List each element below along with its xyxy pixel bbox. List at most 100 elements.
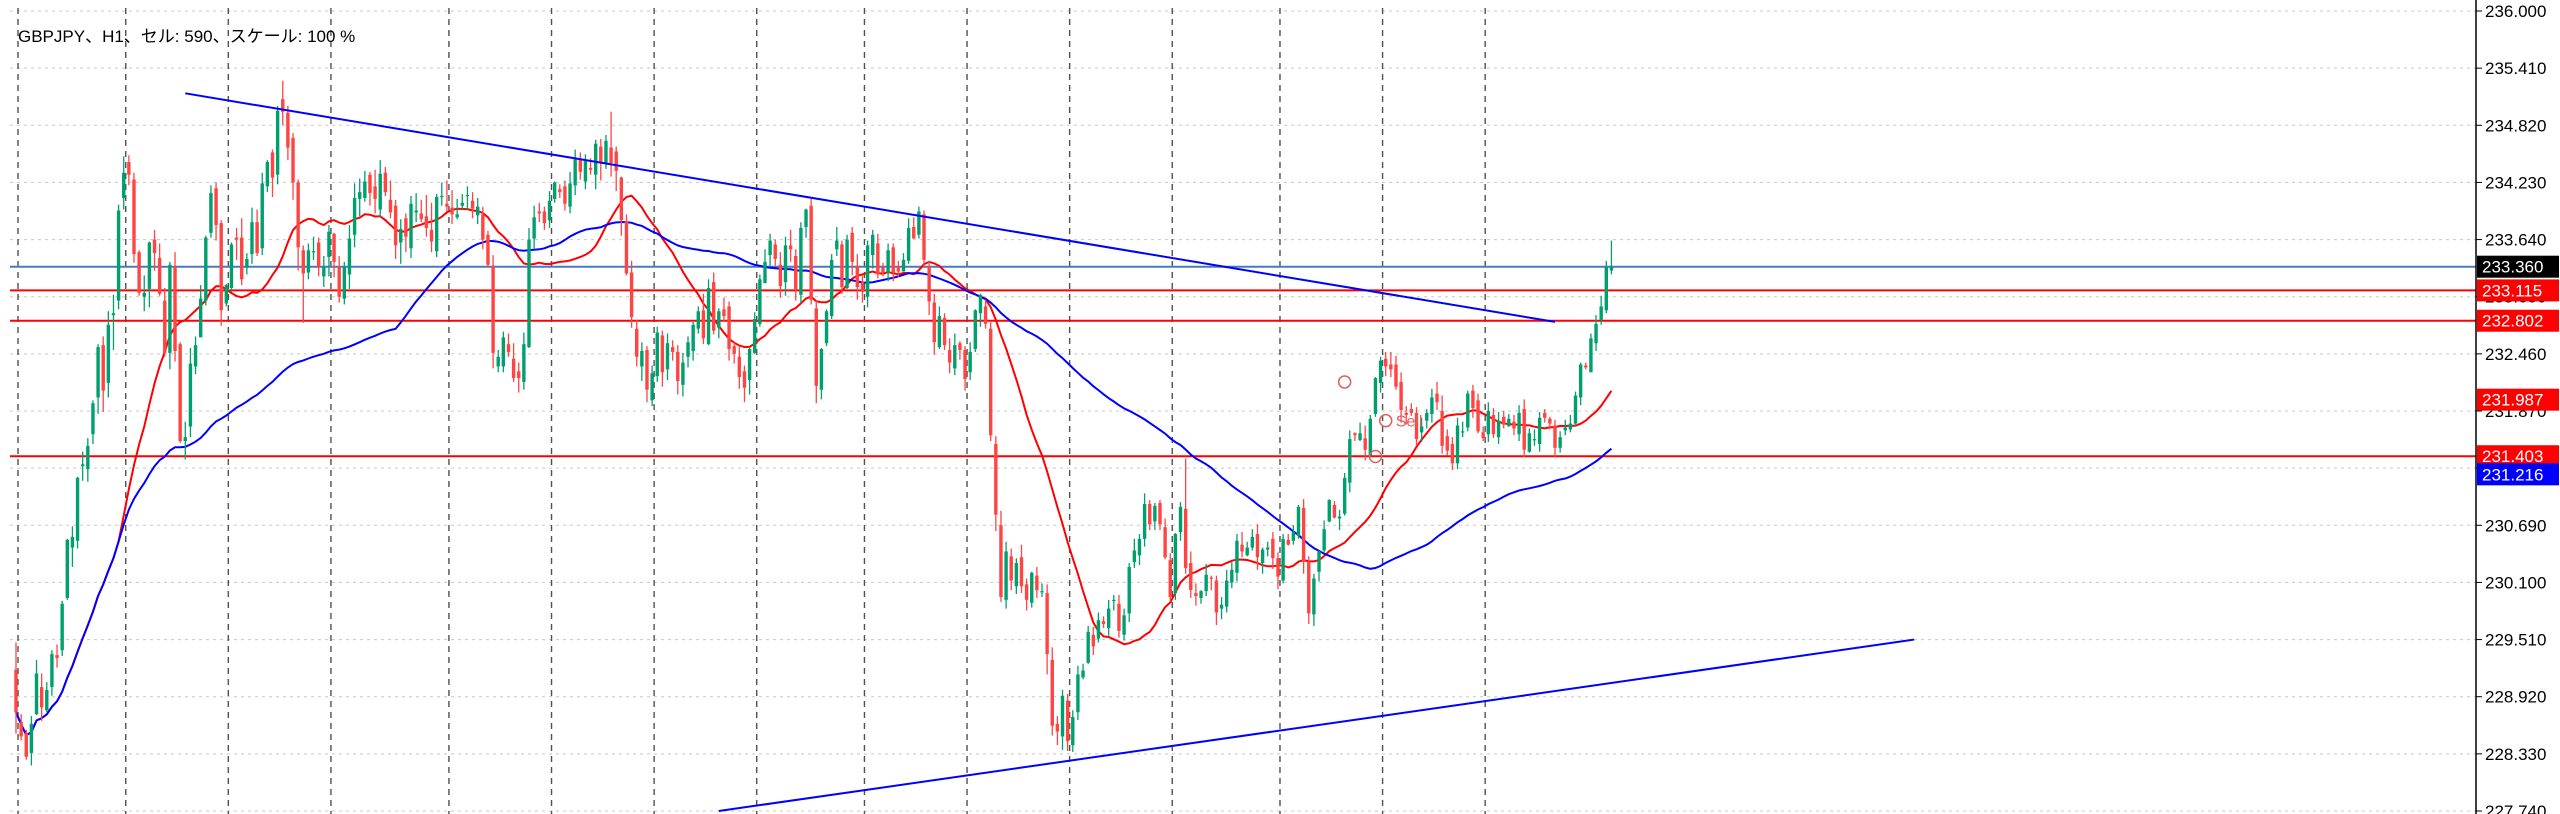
candle-body (1060, 695, 1065, 737)
candle (424, 195, 429, 237)
candle (999, 510, 1003, 602)
candle (1353, 432, 1357, 442)
candle (691, 321, 695, 361)
candle-body (942, 318, 947, 346)
candle (1368, 414, 1373, 458)
candle-body (291, 137, 295, 183)
candle-body (111, 313, 116, 316)
candle (1312, 573, 1316, 627)
price-axis-label: 228.330 (2485, 745, 2546, 764)
candle (1307, 556, 1311, 625)
candle-body (706, 287, 711, 345)
candle (537, 202, 541, 223)
candle-body (101, 345, 105, 391)
candle (219, 220, 223, 326)
candle (50, 650, 54, 696)
candle (989, 320, 993, 442)
candle-body (383, 172, 388, 193)
candle-body (865, 245, 870, 297)
candle (835, 226, 839, 257)
candle (240, 218, 244, 286)
candle-body (1389, 364, 1393, 370)
candle (34, 659, 39, 716)
candle (193, 336, 198, 375)
candle (399, 219, 403, 264)
candle-body (152, 239, 157, 254)
candle-body (1214, 580, 1219, 613)
candle (1460, 421, 1465, 438)
candle (281, 80, 285, 126)
candle (311, 236, 316, 260)
candle-body (783, 245, 788, 283)
candle (701, 293, 706, 345)
candle (547, 191, 552, 228)
candle-body (999, 525, 1003, 597)
candle-body (1594, 323, 1598, 344)
candle (1101, 616, 1106, 628)
candle (824, 309, 829, 347)
candle (1522, 399, 1526, 458)
candle-body (337, 266, 341, 297)
candle (1019, 544, 1024, 594)
candle (486, 230, 490, 268)
candle-body (901, 259, 906, 272)
candle (14, 642, 18, 734)
candle-body (624, 221, 629, 274)
candle (1594, 315, 1598, 351)
candle-body (1137, 538, 1142, 556)
candle (1337, 509, 1342, 531)
candle (1440, 395, 1444, 454)
candle-body (14, 669, 18, 713)
candle-body (1563, 427, 1567, 431)
candle-body (747, 349, 752, 381)
candle (434, 194, 439, 258)
candle-body (1589, 338, 1593, 373)
candle (491, 255, 495, 369)
candle-body (599, 146, 603, 163)
candle-body (588, 167, 593, 170)
candle-body (1522, 409, 1526, 450)
candle (1260, 547, 1265, 574)
candle-body (1312, 578, 1316, 615)
candle-body (1481, 432, 1485, 439)
candle-body (311, 251, 316, 253)
candle-body (799, 227, 803, 295)
price-axis-label: 235.410 (2485, 59, 2546, 78)
candle-body (850, 232, 854, 262)
candle-body (1317, 551, 1321, 572)
candle (465, 186, 470, 211)
candle-body (34, 673, 39, 715)
candle-body (1035, 575, 1039, 591)
price-axis-label: 233.640 (2485, 231, 2546, 250)
candle-body (1224, 580, 1229, 607)
candle (942, 313, 947, 350)
candle-body (871, 234, 875, 256)
candle (373, 169, 377, 214)
candle-body (1004, 551, 1008, 600)
candle (1071, 710, 1075, 752)
candle (1507, 413, 1511, 427)
candle (1419, 417, 1424, 442)
price-label-badge (2477, 279, 2559, 302)
candle (1117, 595, 1121, 638)
candle (440, 182, 444, 206)
candle (1091, 626, 1095, 656)
candle (799, 222, 803, 304)
candle-body (1517, 412, 1521, 435)
candle-body (835, 240, 839, 250)
candle (1245, 541, 1249, 557)
candle (419, 199, 423, 223)
candle (1322, 520, 1326, 553)
candle (1512, 414, 1516, 436)
candle-body (552, 182, 557, 199)
candle-body (476, 206, 480, 216)
candle-body (1604, 266, 1608, 311)
candle (1148, 500, 1152, 531)
candle-body (1045, 593, 1049, 655)
candle-body (434, 196, 439, 252)
candle-body (881, 267, 885, 273)
candle-body (1307, 562, 1311, 614)
candle-body (255, 222, 259, 254)
